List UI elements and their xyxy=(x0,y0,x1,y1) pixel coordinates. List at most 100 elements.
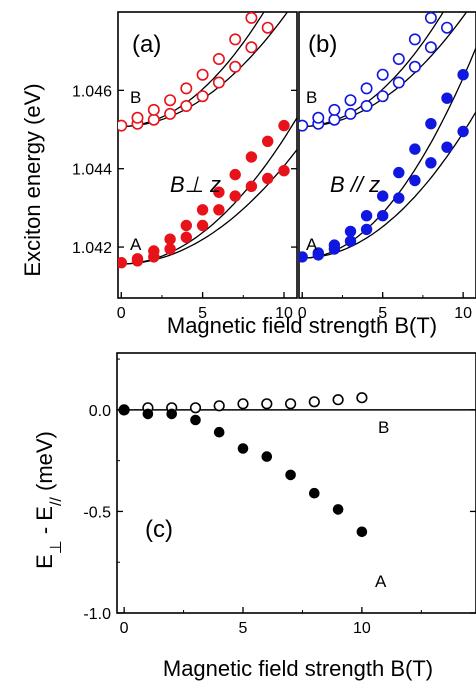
panel-b-series-2-point xyxy=(409,174,421,187)
panel-a-series-3-point xyxy=(245,151,258,163)
panel-b-series-3-point xyxy=(344,225,357,238)
panel-a-series-2-point xyxy=(196,219,209,232)
panel-a-fit-curve-2 xyxy=(118,149,297,265)
panel-b-series-3-point xyxy=(312,247,324,259)
panel-b-series-2-point xyxy=(360,223,373,236)
panel-b-series-1-point xyxy=(392,52,405,65)
panel-b-series-3-point xyxy=(441,92,453,104)
panel-a-series-0-point xyxy=(118,119,128,132)
panel-c-series-1-point xyxy=(190,414,201,426)
panel-a-series-b-label: B xyxy=(130,88,141,107)
panel-b-x-tick-label: 10 xyxy=(454,305,472,322)
panel-c-x-tick-label: 0 xyxy=(120,620,129,637)
panel-b-series-2-point xyxy=(377,210,389,222)
panel-b-series-2-point xyxy=(425,157,437,169)
panel-b-series-0-point xyxy=(408,60,421,73)
panel-a-series-1-point xyxy=(196,68,209,81)
panel-c-series-1-point xyxy=(309,487,320,499)
panel-b-series-0-point xyxy=(392,76,405,89)
panel-a-fit-curve-1 xyxy=(118,12,265,128)
panel-a-series-1-point xyxy=(131,111,144,124)
panel-c-series-0-point xyxy=(261,398,273,410)
panel-a-series-2-point xyxy=(262,172,274,185)
panel-b-frame xyxy=(298,11,476,299)
panel-a-y-tick-label: 1.044 xyxy=(72,162,112,179)
panel-b-series-0-point xyxy=(424,41,437,54)
panel-a-annotation: B⊥ z xyxy=(170,172,221,197)
panel-b-series-2-point xyxy=(299,251,308,263)
panel-a-series-3-point xyxy=(164,233,176,245)
panel-a-series-0-point xyxy=(245,41,258,54)
panel-a-series-0-point xyxy=(164,107,177,120)
panel-b-series-2-point xyxy=(441,141,453,153)
panel-a-series-2-point xyxy=(180,231,193,244)
panel-b-series-0-point xyxy=(328,113,341,126)
panel-b-series-a-label: A xyxy=(306,235,318,254)
panel-c-series-0-point xyxy=(332,394,344,406)
panel-c-series-0-point xyxy=(308,396,320,408)
axis-ticks: 0 5 10 1.042 1.044 1.046 0 5 10 0 5 10 -1.0 -0.5 0.0 xyxy=(72,83,476,637)
panel-a-series-3-point xyxy=(196,204,209,216)
panel-b-fit-curve-1 xyxy=(299,12,444,128)
panel-b-series-0-point xyxy=(458,0,468,9)
panel-a-series-3-point xyxy=(148,245,160,257)
panel-c-x-tick-label: 10 xyxy=(353,620,371,637)
panel-a-series-0-point xyxy=(279,0,289,9)
panel-a-series-3-point xyxy=(180,219,193,232)
panel-b-label: (b) xyxy=(308,31,337,58)
panel-c-series-1-point xyxy=(332,504,344,515)
panel-b-series-b-label: B xyxy=(306,88,317,107)
panel-a-series-2-point xyxy=(118,257,127,269)
panel-b-series-0-point xyxy=(376,90,389,103)
panel-a-y-tick-label: 1.046 xyxy=(72,83,112,100)
panel-a-series-1-point xyxy=(229,33,242,46)
top-y-axis-label: Exciton energy (eV) xyxy=(20,83,45,276)
panel-c-series-1-point xyxy=(213,426,225,438)
panel-a-series-1-point xyxy=(212,52,225,65)
panel-b-fit-curve-3 xyxy=(299,47,476,259)
panel-b-series-0-point xyxy=(360,100,373,113)
panel-b-series-1-point xyxy=(328,103,341,116)
panel-a-x-tick-label: 0 xyxy=(117,305,126,322)
panel-c-series-1-point xyxy=(166,408,177,420)
panel-a-frame xyxy=(117,11,298,299)
panel-c-series-b-label: B xyxy=(378,418,389,437)
panel-a-series-0-point xyxy=(196,90,209,103)
panel-a-x-tick-label: 5 xyxy=(198,305,207,322)
panel-c-x-tick-label: 5 xyxy=(239,620,248,637)
panel-c-series-1-point xyxy=(285,469,296,481)
top-x-axis-label: Magnetic field strength B(T) xyxy=(167,313,437,338)
panel-b-x-tick-label: 5 xyxy=(378,305,387,322)
panel-a-series-1-point xyxy=(164,94,177,107)
bottom-x-axis-label: Magnetic field strength B(T) xyxy=(163,656,433,681)
panel-c-series-a-label: A xyxy=(375,572,387,591)
panel-b-series-3-point xyxy=(409,143,421,155)
panel-a-series-1-point xyxy=(147,103,160,116)
panel-b-series-1-point xyxy=(408,33,421,46)
panel-b-series-3-point xyxy=(377,190,389,202)
panel-a-series-3-point xyxy=(229,168,241,181)
panel-a-series-2-point xyxy=(229,190,241,202)
panel-c-series-1-point xyxy=(142,408,154,420)
panel-a-series-2-point xyxy=(164,243,176,255)
panel-a-x-tick-label: 10 xyxy=(275,305,293,322)
panel-c-y-tick-label: 0.0 xyxy=(89,403,111,420)
panel-b-series-1-point xyxy=(312,111,325,124)
panel-a-series-3-point xyxy=(213,186,225,198)
panel-a-series-2-point xyxy=(213,204,225,216)
panel-a-series-3-point xyxy=(262,135,274,148)
panel-b-series-0-point xyxy=(299,119,309,132)
panel-b-series-1-point xyxy=(424,12,437,24)
panel-a-series-2-point xyxy=(278,165,290,177)
panel-b-x-tick-label: 0 xyxy=(298,305,307,322)
panel-b-fit-curve-2 xyxy=(299,111,476,259)
panel-c-series-1-point xyxy=(237,443,249,454)
panel-a-series-0-point xyxy=(229,60,242,73)
panel-c-series-0-point xyxy=(213,400,225,412)
panel-a-series-1-point xyxy=(245,12,258,24)
panel-c-series-1-point xyxy=(356,526,368,538)
bottom-y-axis-label: E⊥ - E// (meV) xyxy=(32,431,65,569)
panel-a-series-0-point xyxy=(261,21,274,34)
panel-c-frame xyxy=(116,352,476,614)
